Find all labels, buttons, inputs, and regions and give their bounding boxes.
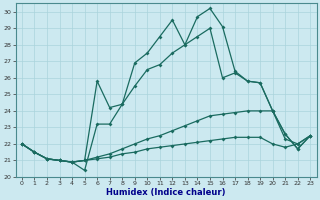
X-axis label: Humidex (Indice chaleur): Humidex (Indice chaleur) (106, 188, 226, 197)
